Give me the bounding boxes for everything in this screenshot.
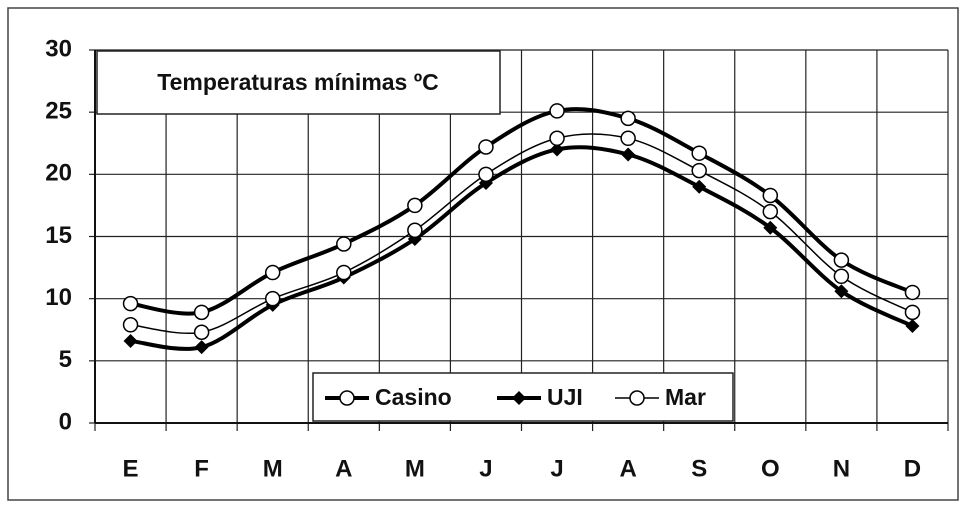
marker <box>336 264 352 281</box>
marker <box>621 147 636 162</box>
marker <box>407 222 423 239</box>
marker <box>692 179 707 194</box>
marker <box>905 319 920 334</box>
x-tick-label: A <box>619 455 636 482</box>
marker <box>691 162 707 179</box>
marker <box>264 264 281 281</box>
x-tick-label: E <box>123 455 139 482</box>
lines <box>122 103 921 355</box>
marker <box>550 142 565 157</box>
legend-label: Mar <box>665 384 706 410</box>
marker <box>762 203 779 220</box>
marker <box>691 145 707 161</box>
marker <box>336 236 352 252</box>
x-tick-label: D <box>904 455 921 482</box>
y-tick-label: 5 <box>59 346 72 373</box>
chart-title: Temperaturas mínimas ºC <box>157 69 439 95</box>
marker <box>904 284 921 301</box>
marker <box>122 295 139 312</box>
x-tick-label: A <box>335 455 352 482</box>
legend-label: UJI <box>547 384 583 410</box>
marker <box>194 340 209 355</box>
x-tick-label: J <box>479 455 492 482</box>
marker <box>122 317 139 333</box>
marker <box>833 268 850 285</box>
x-tick-label: S <box>691 455 707 482</box>
marker <box>339 390 355 406</box>
series-line <box>130 107 914 316</box>
y-tick-label: 10 <box>45 284 72 311</box>
y-tick-label: 25 <box>45 98 72 125</box>
marker <box>193 304 210 321</box>
series-line <box>130 145 914 351</box>
marker <box>763 220 778 235</box>
x-tick-label: M <box>405 455 425 482</box>
marker <box>478 139 494 155</box>
marker <box>620 110 636 127</box>
marker <box>549 103 565 119</box>
x-tick-label: F <box>194 455 209 482</box>
marker <box>762 187 779 204</box>
marker <box>193 324 210 340</box>
marker <box>407 197 423 214</box>
legend-label: Casino <box>375 384 452 410</box>
legend-items: Casino UJI Mar <box>325 384 706 410</box>
marker <box>549 130 565 147</box>
marker <box>512 391 526 405</box>
frame <box>7 7 959 501</box>
x-tick-label: N <box>833 455 850 482</box>
marker <box>123 333 138 348</box>
marker <box>904 304 921 321</box>
marker <box>264 290 281 307</box>
marker <box>620 130 636 147</box>
title-box <box>96 50 501 115</box>
x-tick-label: O <box>761 455 780 482</box>
y-tick-label: 15 <box>45 222 72 249</box>
y-tick-label: 20 <box>45 160 72 187</box>
marker <box>833 252 850 268</box>
marker <box>478 166 494 183</box>
marker <box>629 390 645 406</box>
x-tick-label: J <box>550 455 563 482</box>
y-tick-label: 0 <box>59 408 72 435</box>
marker <box>834 284 849 299</box>
x-tick-label: M <box>263 455 283 482</box>
y-tick-label: 30 <box>45 35 72 62</box>
